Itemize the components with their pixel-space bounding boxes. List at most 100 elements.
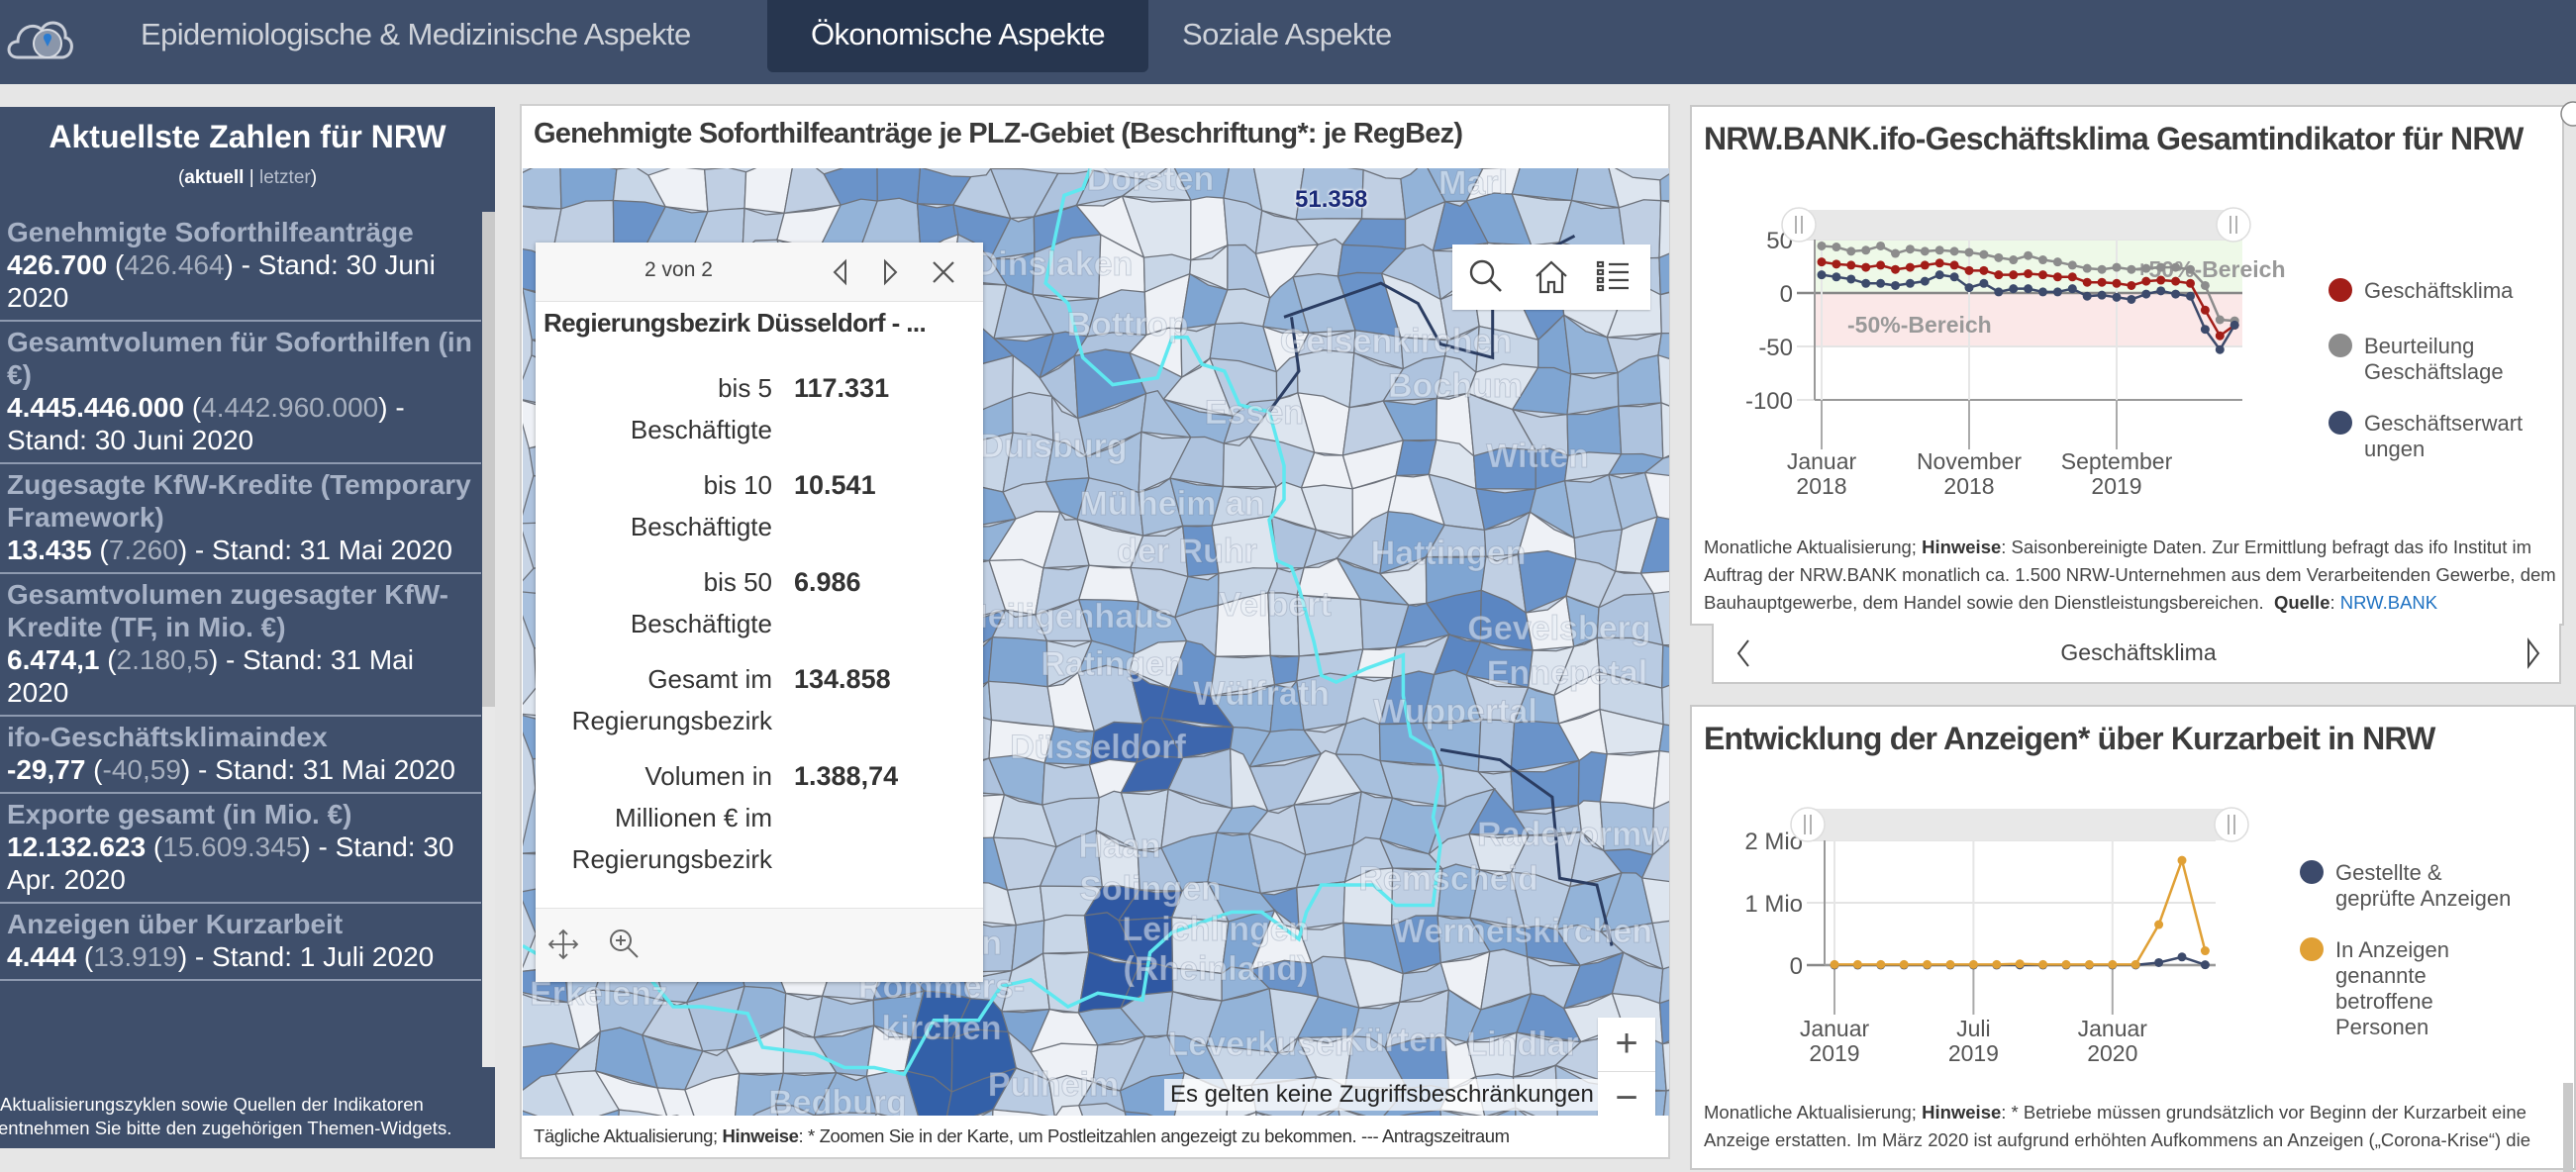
place-label: Gelsenkirchen — [1280, 323, 1512, 360]
indicator-title: Gesamtvolumen für Soforthilfen (in €) — [7, 326, 475, 391]
data-point — [2230, 321, 2239, 330]
tab-oekonomie[interactable]: Ökonomische Aspekte — [767, 0, 1148, 72]
sidebar-header: Aktuellste Zahlen für NRW (aktuell | let… — [0, 107, 495, 212]
data-point — [1876, 242, 1885, 250]
band-label: -50%-Bereich — [1847, 312, 1992, 338]
indicator-item[interactable]: Zugesagte KfW-Kredite (Temporary Framewo… — [0, 464, 481, 574]
postcode-area[interactable] — [1662, 644, 1669, 688]
map-toolbar — [1452, 244, 1650, 310]
postcode-area[interactable] — [989, 637, 1048, 687]
close-icon[interactable] — [924, 252, 963, 292]
next-chart-icon[interactable] — [2524, 637, 2543, 669]
data-point — [2098, 278, 2107, 287]
place-label: Mülheim an — [1079, 485, 1264, 523]
sidebar-scrollbar[interactable] — [482, 212, 495, 1067]
data-point — [1861, 279, 1870, 288]
legend-list-icon[interactable] — [1589, 252, 1638, 302]
postcode-area[interactable] — [1659, 201, 1669, 258]
search-icon[interactable] — [1462, 252, 1512, 302]
popup-row-value: 6.986 — [772, 561, 861, 644]
data-point — [2156, 276, 2165, 285]
next-feature-icon[interactable] — [870, 252, 910, 292]
postcode-area[interactable] — [1619, 403, 1663, 458]
x-tick-label: Januar — [2078, 1016, 2148, 1041]
top-navigation-bar: Epidemiologische & Medizinische Aspekte … — [0, 0, 2576, 84]
indicator-current: 426.700 — [7, 249, 107, 280]
home-icon[interactable] — [1527, 252, 1576, 302]
data-point — [1935, 270, 1944, 279]
data-point — [2156, 286, 2165, 295]
series-line — [1834, 860, 2205, 964]
indicator-date: Stand: 31 Mai 2020 — [212, 535, 452, 565]
indicator-previous: 7.260 — [109, 535, 178, 565]
data-point — [1965, 247, 1974, 256]
postcode-area[interactable] — [989, 681, 1054, 727]
map-attribution: Es gelten keine Zugriffsbeschränkungen — [1164, 1079, 1600, 1111]
popup-row-value: 1.388,74 — [772, 755, 898, 880]
postcode-area[interactable] — [1661, 403, 1669, 458]
indicator-item[interactable]: Gesamtvolumen zugesagter KfW-Kredite (TF… — [0, 574, 481, 717]
legend-swatch — [2300, 860, 2324, 884]
previous-feature-icon[interactable] — [821, 252, 860, 292]
cloud-map-logo-icon[interactable] — [4, 8, 75, 67]
data-point — [2216, 316, 2225, 325]
ifo-chart-widget: NRW.BANK.ifo-Geschäftsklima Gesamtindika… — [1690, 105, 2564, 626]
pan-to-icon[interactable] — [545, 927, 581, 962]
nrw-bank-link[interactable]: NRW.BANK — [2340, 592, 2437, 613]
indicator-previous: 426.464 — [124, 249, 224, 280]
ifo-line-chart[interactable]: 500-50-100Januar2018November2018Septembe… — [1692, 107, 2563, 523]
legend-label: geprüfte Anzeigen — [2335, 886, 2511, 911]
postcode-area[interactable] — [1356, 647, 1396, 677]
postcode-area[interactable] — [1043, 916, 1089, 954]
range-slider-handle[interactable] — [1791, 808, 1825, 841]
footer-line: entnehmen Sie bitte den zugehörigen Them… — [0, 1117, 495, 1140]
data-point — [2038, 255, 2047, 264]
postcode-area[interactable] — [1660, 168, 1669, 201]
indicator-item[interactable]: Exporte gesamt (in Mio. €)12.132.623 (15… — [0, 794, 481, 904]
indicator-item[interactable]: ifo-Geschäftsklimaindex-29,77 (-40,59) -… — [0, 717, 481, 794]
indicator-date: Stand: 1 Juli 2020 — [212, 941, 434, 972]
data-point — [2178, 952, 2187, 961]
range-slider-handle[interactable] — [2217, 208, 2250, 242]
legend-previous: letzter — [259, 167, 311, 188]
postcode-area[interactable] — [1362, 170, 1406, 220]
zoom-out-button[interactable]: − — [1598, 1072, 1655, 1116]
place-label: Bochum — [1388, 367, 1523, 405]
data-point — [1965, 266, 1974, 275]
range-slider-handle[interactable] — [1782, 208, 1816, 242]
postcode-area[interactable] — [523, 168, 561, 209]
place-label: Radevormwald — [1477, 816, 1669, 853]
legend-label: Beurteilung — [2364, 334, 2474, 358]
x-tick-label: November — [1917, 448, 2022, 474]
expand-icon[interactable] — [2558, 99, 2576, 129]
postcode-area[interactable] — [705, 168, 746, 212]
data-point — [2113, 293, 2122, 302]
indicator-item[interactable]: Gesamtvolumen für Soforthilfen (in €)4.4… — [0, 322, 481, 464]
data-point — [2156, 263, 2165, 272]
indicator-title: Exporte gesamt (in Mio. €) — [7, 798, 475, 830]
tab-soziales[interactable]: Soziale Aspekte — [1152, 0, 1422, 72]
data-point — [1994, 270, 2003, 279]
place-label: Ratingen — [1040, 645, 1184, 683]
zoom-to-icon[interactable] — [605, 925, 644, 964]
data-point — [2009, 270, 2018, 279]
data-point — [2038, 287, 2047, 296]
postcode-area[interactable] — [1600, 751, 1659, 809]
range-slider-handle[interactable] — [2215, 808, 2248, 841]
data-point — [1900, 960, 1909, 969]
postcode-area[interactable] — [1079, 565, 1139, 602]
zoom-in-button[interactable]: + — [1598, 1018, 1655, 1072]
data-point — [2024, 284, 2032, 293]
scrollbar-thumb[interactable] — [482, 212, 495, 707]
data-point — [2053, 272, 2062, 281]
legend-swatch — [2328, 411, 2352, 435]
tab-epidemiologie[interactable]: Epidemiologische & Medizinische Aspekte — [111, 0, 721, 72]
data-point — [2024, 251, 2032, 260]
